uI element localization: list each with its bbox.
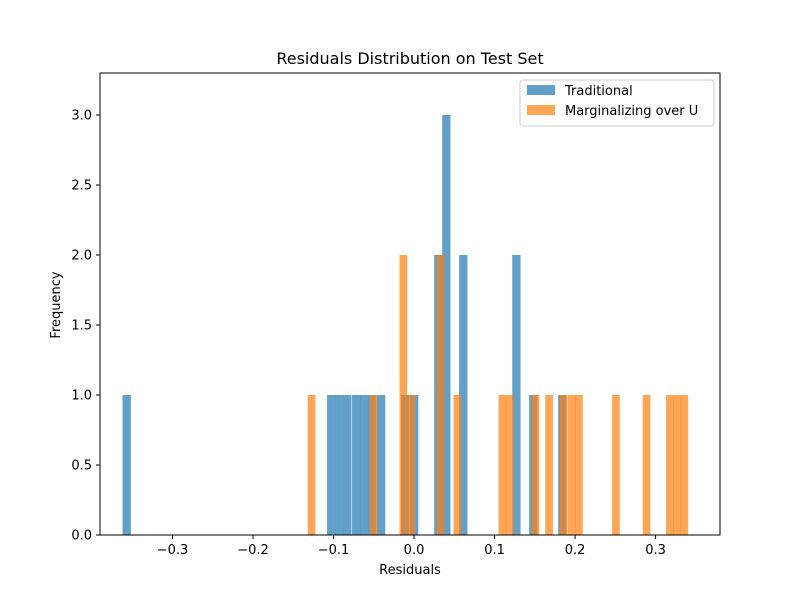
- x-tick-label: 0.2: [565, 543, 586, 558]
- series-1-bars: [307, 255, 689, 535]
- histogram-bar: [442, 115, 451, 535]
- ticks-layer: −0.3 −0.2 −0.1 0.0 0.1 0.2 0.3 0.0 0.5 1.0 1.5 2.0 2…: [71, 109, 666, 559]
- histogram-bar: [360, 395, 369, 535]
- y-tick-label: 1.0: [71, 389, 92, 404]
- histogram-bar: [575, 395, 583, 535]
- y-axis-label: Frequency: [49, 271, 64, 338]
- x-tick-label: 0.3: [645, 543, 666, 558]
- x-axis-label: Residuals: [379, 563, 441, 578]
- histogram-bar: [512, 255, 521, 535]
- y-tick-label: 2.5: [71, 179, 92, 194]
- y-tick-label: 0.5: [71, 459, 92, 474]
- histogram-bar: [559, 395, 568, 535]
- histogram-bar: [122, 395, 131, 535]
- y-tick-label: 3.0: [71, 109, 92, 124]
- histogram-bar: [407, 395, 416, 535]
- histogram-bar: [680, 395, 689, 535]
- y-tick-label: 0.0: [71, 529, 92, 544]
- histogram-bar: [612, 395, 620, 535]
- histogram-bar: [453, 395, 462, 535]
- legend-box: [519, 79, 715, 127]
- chart-title: Residuals Distribution on Test Set: [276, 49, 543, 68]
- histogram-bar: [335, 395, 344, 535]
- y-tick-label: 2.0: [71, 249, 92, 264]
- histogram-bar: [567, 395, 576, 535]
- histogram-bar: [399, 255, 408, 535]
- histogram-bar: [545, 395, 553, 535]
- histogram-bar: [642, 395, 651, 535]
- bars-layer: [122, 115, 689, 535]
- x-tick-label: 0.1: [484, 543, 505, 558]
- legend-swatch-marginalizing: [527, 105, 555, 115]
- legend-label-marginalizing: Marginalizing over U: [565, 104, 698, 119]
- y-tick-label: 1.5: [71, 319, 92, 334]
- plot-frame: [99, 72, 721, 536]
- legend-swatch-traditional: [527, 85, 555, 95]
- legend: Traditional Marginalizing over U: [519, 79, 715, 127]
- histogram-bar: [352, 395, 361, 535]
- histogram-bar: [459, 255, 468, 535]
- histogram-bar: [307, 395, 316, 535]
- x-tick-label: −0.1: [318, 543, 350, 558]
- x-tick-label: 0.0: [404, 543, 425, 558]
- histogram-bar: [498, 395, 507, 535]
- histogram-bar: [343, 395, 352, 535]
- x-tick-label: −0.3: [157, 543, 189, 558]
- x-tick-label: −0.2: [237, 543, 269, 558]
- histogram-bar: [369, 395, 378, 535]
- histogram-bar: [376, 395, 386, 535]
- histogram-bar: [531, 395, 540, 535]
- histogram-bar: [673, 395, 681, 535]
- histogram-bar: [327, 395, 336, 535]
- histogram-bar: [505, 395, 514, 535]
- histogram-bar: [666, 395, 674, 535]
- legend-label-traditional: Traditional: [564, 84, 633, 99]
- histogram-bar: [436, 255, 445, 535]
